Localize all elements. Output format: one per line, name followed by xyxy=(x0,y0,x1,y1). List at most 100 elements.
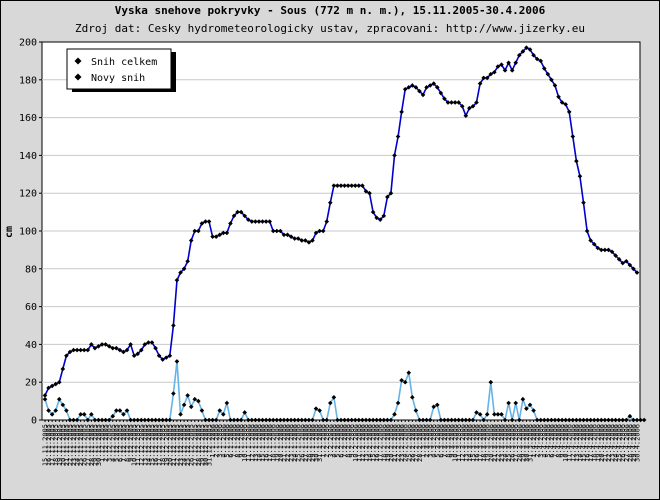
x-tick-label: 8.2.2006 xyxy=(345,424,353,458)
data-point xyxy=(60,366,66,372)
data-point xyxy=(467,417,472,423)
data-point xyxy=(399,109,404,115)
x-tick-label: 3.4.2006 xyxy=(537,424,545,458)
x-tick-label: 8.1.2006 xyxy=(234,424,242,458)
data-point xyxy=(613,253,618,258)
x-tick-label: 30.11.2005 xyxy=(95,424,103,466)
data-point xyxy=(124,347,130,353)
x-tick-label: 26.4.2006 xyxy=(619,424,627,462)
data-point xyxy=(349,183,354,188)
data-point xyxy=(267,219,272,224)
x-tick-label: 24.2.2006 xyxy=(402,424,410,462)
x-tick-label: 22.4.2006 xyxy=(605,424,613,462)
x-tick-label: 11.1.2006 xyxy=(245,424,253,462)
data-point xyxy=(459,103,465,109)
x-tick-label: 28.2.2006 xyxy=(416,424,424,462)
y-tick-label: 20 xyxy=(25,378,37,389)
legend-label: Snih celkem xyxy=(91,57,157,68)
x-tick-label: 17.1.2006 xyxy=(266,424,274,462)
data-point xyxy=(449,417,454,423)
data-point xyxy=(138,417,144,423)
data-point xyxy=(256,417,262,423)
data-point xyxy=(577,417,583,423)
data-point xyxy=(110,345,116,351)
data-point xyxy=(613,417,618,423)
x-tick-label: 5.3.2006 xyxy=(434,424,442,458)
data-point xyxy=(381,417,387,423)
data-point xyxy=(509,68,515,73)
x-tick-label: 7.12.2005 xyxy=(120,424,128,462)
x-tick-label: 28.1.2006 xyxy=(305,424,313,462)
data-point xyxy=(438,417,444,423)
x-axis-ticks: 15.11.200516.11.200517.11.200518.11.2005… xyxy=(42,420,642,466)
x-tick-label: 28.4.2006 xyxy=(626,424,634,462)
series-group xyxy=(42,45,647,423)
legend-box xyxy=(66,48,172,90)
x-tick-label: 17.3.2006 xyxy=(477,424,485,462)
data-point xyxy=(231,213,237,219)
data-point xyxy=(352,183,358,188)
data-point xyxy=(149,417,155,423)
x-tick-label: 15.2.2006 xyxy=(370,424,378,462)
data-point xyxy=(452,100,458,105)
data-point xyxy=(42,396,48,402)
data-point xyxy=(281,417,287,423)
data-point xyxy=(131,353,137,359)
x-tick-label: 5.1.2006 xyxy=(223,424,231,458)
data-point xyxy=(574,158,579,164)
data-point xyxy=(606,417,611,423)
data-point xyxy=(509,417,515,423)
data-point xyxy=(381,213,387,219)
data-point xyxy=(92,345,98,351)
x-tick-label: 1.3.2006 xyxy=(420,424,428,458)
x-tick-label: 20.11.2005 xyxy=(59,424,67,466)
data-point xyxy=(320,417,326,423)
data-point xyxy=(295,417,301,423)
data-point xyxy=(563,102,568,107)
x-tick-label: 23.1.2006 xyxy=(288,424,296,462)
data-point xyxy=(285,232,290,238)
data-point xyxy=(81,412,87,417)
data-point xyxy=(221,230,226,236)
data-point xyxy=(534,417,540,423)
x-tick-label: 15.4.2006 xyxy=(580,424,588,462)
x-tick-label: 27.12.2005 xyxy=(191,424,199,466)
data-point xyxy=(570,134,576,139)
x-tick-label: 29.11.2005 xyxy=(91,424,99,466)
x-tick-label: 16.11.2005 xyxy=(45,424,53,466)
x-tick-label: 28.12.2005 xyxy=(195,424,203,466)
x-tick-label: 10.3.2006 xyxy=(452,424,460,462)
data-point xyxy=(627,413,633,419)
data-point xyxy=(513,400,519,406)
x-tick-label: 31.3.2006 xyxy=(527,424,535,462)
data-point xyxy=(342,417,347,423)
data-point xyxy=(74,417,80,423)
x-tick-label: 1.12.2005 xyxy=(99,424,107,462)
x-tick-label: 20.4.2006 xyxy=(598,424,606,462)
x-tick-label: 15.1.2006 xyxy=(259,424,267,462)
data-point xyxy=(616,417,622,423)
x-tick-label: 24.11.2005 xyxy=(74,424,82,466)
x-tick-label: 20.3.2006 xyxy=(487,424,495,462)
data-point xyxy=(278,417,283,423)
data-point xyxy=(92,417,98,423)
x-tick-label: 22.11.2005 xyxy=(66,424,74,466)
data-point xyxy=(167,417,173,423)
data-point xyxy=(299,238,305,243)
y-tick-label: 200 xyxy=(19,38,37,49)
data-point xyxy=(538,417,544,423)
x-tick-label: 2.4.2006 xyxy=(534,424,542,458)
data-point xyxy=(481,75,486,81)
data-point xyxy=(146,340,151,345)
data-point xyxy=(71,417,76,423)
x-tick-label: 7.1.2006 xyxy=(231,424,239,458)
x-tick-label: 9.1.2006 xyxy=(238,424,246,458)
data-point xyxy=(245,417,251,423)
data-point xyxy=(303,238,308,243)
x-tick-label: 4.12.2005 xyxy=(109,424,117,462)
data-point xyxy=(328,200,333,205)
x-tick-label: 23.3.2006 xyxy=(498,424,506,462)
data-point xyxy=(235,209,240,215)
x-tick-label: 2.1.2006 xyxy=(213,424,221,458)
data-point xyxy=(427,83,433,88)
